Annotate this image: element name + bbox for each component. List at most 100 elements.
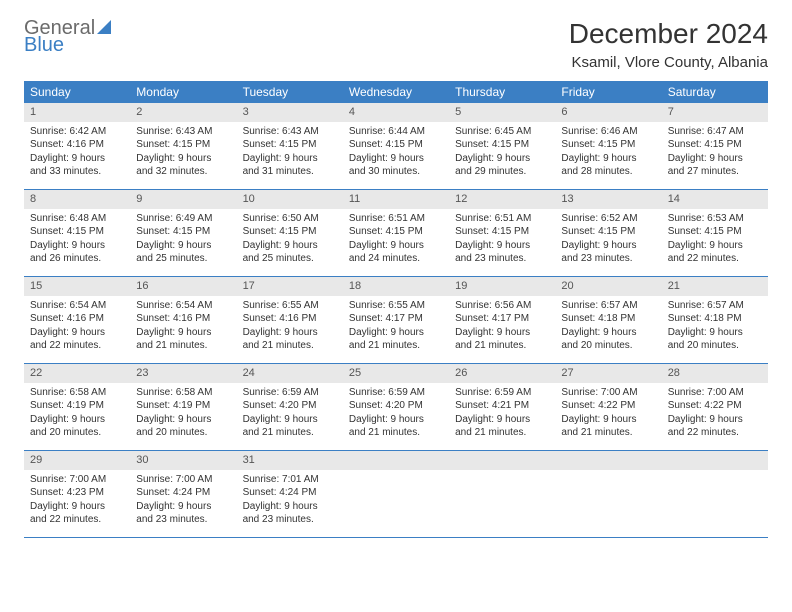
sunrise-text: Sunrise: 6:50 AM xyxy=(243,212,337,226)
day-cell xyxy=(449,451,555,537)
day-header: Friday xyxy=(555,81,661,103)
day-number: 12 xyxy=(449,190,555,209)
day-body: Sunrise: 6:47 AMSunset: 4:15 PMDaylight:… xyxy=(662,122,768,185)
day-body xyxy=(343,470,449,530)
day-body: Sunrise: 6:44 AMSunset: 4:15 PMDaylight:… xyxy=(343,122,449,185)
day-cell: 12Sunrise: 6:51 AMSunset: 4:15 PMDayligh… xyxy=(449,190,555,276)
daylight-text: Daylight: 9 hours and 22 minutes. xyxy=(668,413,762,440)
day-cell: 21Sunrise: 6:57 AMSunset: 4:18 PMDayligh… xyxy=(662,277,768,363)
day-cell: 16Sunrise: 6:54 AMSunset: 4:16 PMDayligh… xyxy=(130,277,236,363)
day-cell: 10Sunrise: 6:50 AMSunset: 4:15 PMDayligh… xyxy=(237,190,343,276)
day-body: Sunrise: 6:51 AMSunset: 4:15 PMDaylight:… xyxy=(343,209,449,272)
daylight-text: Daylight: 9 hours and 21 minutes. xyxy=(455,413,549,440)
day-cell: 30Sunrise: 7:00 AMSunset: 4:24 PMDayligh… xyxy=(130,451,236,537)
sunset-text: Sunset: 4:15 PM xyxy=(561,138,655,152)
header: General Blue December 2024 Ksamil, Vlore… xyxy=(24,18,768,71)
day-body xyxy=(449,470,555,530)
day-number: 7 xyxy=(662,103,768,122)
day-number: 6 xyxy=(555,103,661,122)
daylight-text: Daylight: 9 hours and 22 minutes. xyxy=(30,500,124,527)
sunset-text: Sunset: 4:15 PM xyxy=(668,225,762,239)
daylight-text: Daylight: 9 hours and 21 minutes. xyxy=(561,413,655,440)
day-cell: 19Sunrise: 6:56 AMSunset: 4:17 PMDayligh… xyxy=(449,277,555,363)
sunrise-text: Sunrise: 6:54 AM xyxy=(136,299,230,313)
day-cell xyxy=(555,451,661,537)
daylight-text: Daylight: 9 hours and 20 minutes. xyxy=(668,326,762,353)
day-number xyxy=(555,451,661,470)
week-row: 15Sunrise: 6:54 AMSunset: 4:16 PMDayligh… xyxy=(24,277,768,364)
day-body: Sunrise: 6:59 AMSunset: 4:20 PMDaylight:… xyxy=(237,383,343,446)
sunset-text: Sunset: 4:19 PM xyxy=(136,399,230,413)
sunset-text: Sunset: 4:15 PM xyxy=(349,225,443,239)
sunset-text: Sunset: 4:15 PM xyxy=(243,138,337,152)
day-number xyxy=(343,451,449,470)
sunset-text: Sunset: 4:19 PM xyxy=(30,399,124,413)
day-cell: 11Sunrise: 6:51 AMSunset: 4:15 PMDayligh… xyxy=(343,190,449,276)
sunrise-text: Sunrise: 7:00 AM xyxy=(561,386,655,400)
sunset-text: Sunset: 4:16 PM xyxy=(30,138,124,152)
sunrise-text: Sunrise: 6:56 AM xyxy=(455,299,549,313)
day-body: Sunrise: 6:57 AMSunset: 4:18 PMDaylight:… xyxy=(662,296,768,359)
day-header: Sunday xyxy=(24,81,130,103)
month-title: December 2024 xyxy=(569,18,768,50)
day-number: 14 xyxy=(662,190,768,209)
day-cell: 1Sunrise: 6:42 AMSunset: 4:16 PMDaylight… xyxy=(24,103,130,189)
sunrise-text: Sunrise: 6:57 AM xyxy=(668,299,762,313)
day-cell: 28Sunrise: 7:00 AMSunset: 4:22 PMDayligh… xyxy=(662,364,768,450)
day-body: Sunrise: 6:43 AMSunset: 4:15 PMDaylight:… xyxy=(237,122,343,185)
day-cell: 9Sunrise: 6:49 AMSunset: 4:15 PMDaylight… xyxy=(130,190,236,276)
sunset-text: Sunset: 4:15 PM xyxy=(455,138,549,152)
day-body: Sunrise: 6:54 AMSunset: 4:16 PMDaylight:… xyxy=(130,296,236,359)
sunrise-text: Sunrise: 6:49 AM xyxy=(136,212,230,226)
day-body: Sunrise: 6:58 AMSunset: 4:19 PMDaylight:… xyxy=(24,383,130,446)
day-cell: 15Sunrise: 6:54 AMSunset: 4:16 PMDayligh… xyxy=(24,277,130,363)
sunrise-text: Sunrise: 7:01 AM xyxy=(243,473,337,487)
sunset-text: Sunset: 4:24 PM xyxy=(136,486,230,500)
daylight-text: Daylight: 9 hours and 23 minutes. xyxy=(561,239,655,266)
sunset-text: Sunset: 4:18 PM xyxy=(561,312,655,326)
sunrise-text: Sunrise: 6:53 AM xyxy=(668,212,762,226)
daylight-text: Daylight: 9 hours and 29 minutes. xyxy=(455,152,549,179)
daylight-text: Daylight: 9 hours and 31 minutes. xyxy=(243,152,337,179)
sunrise-text: Sunrise: 6:55 AM xyxy=(349,299,443,313)
day-number: 10 xyxy=(237,190,343,209)
sunrise-text: Sunrise: 6:43 AM xyxy=(136,125,230,139)
day-cell: 31Sunrise: 7:01 AMSunset: 4:24 PMDayligh… xyxy=(237,451,343,537)
sunrise-text: Sunrise: 6:57 AM xyxy=(561,299,655,313)
day-cell: 23Sunrise: 6:58 AMSunset: 4:19 PMDayligh… xyxy=(130,364,236,450)
day-body: Sunrise: 6:55 AMSunset: 4:17 PMDaylight:… xyxy=(343,296,449,359)
day-cell: 18Sunrise: 6:55 AMSunset: 4:17 PMDayligh… xyxy=(343,277,449,363)
day-number: 15 xyxy=(24,277,130,296)
day-body: Sunrise: 6:43 AMSunset: 4:15 PMDaylight:… xyxy=(130,122,236,185)
sunrise-text: Sunrise: 6:54 AM xyxy=(30,299,124,313)
day-body: Sunrise: 6:48 AMSunset: 4:15 PMDaylight:… xyxy=(24,209,130,272)
day-body: Sunrise: 7:00 AMSunset: 4:23 PMDaylight:… xyxy=(24,470,130,533)
daylight-text: Daylight: 9 hours and 23 minutes. xyxy=(243,500,337,527)
day-cell: 22Sunrise: 6:58 AMSunset: 4:19 PMDayligh… xyxy=(24,364,130,450)
daylight-text: Daylight: 9 hours and 22 minutes. xyxy=(668,239,762,266)
sunset-text: Sunset: 4:15 PM xyxy=(243,225,337,239)
sunrise-text: Sunrise: 7:00 AM xyxy=(136,473,230,487)
day-number xyxy=(662,451,768,470)
sunrise-text: Sunrise: 6:46 AM xyxy=(561,125,655,139)
day-cell: 24Sunrise: 6:59 AMSunset: 4:20 PMDayligh… xyxy=(237,364,343,450)
sunrise-text: Sunrise: 7:00 AM xyxy=(30,473,124,487)
day-cell: 25Sunrise: 6:59 AMSunset: 4:20 PMDayligh… xyxy=(343,364,449,450)
daylight-text: Daylight: 9 hours and 21 minutes. xyxy=(455,326,549,353)
sunrise-text: Sunrise: 6:59 AM xyxy=(349,386,443,400)
daylight-text: Daylight: 9 hours and 21 minutes. xyxy=(243,326,337,353)
day-body: Sunrise: 6:53 AMSunset: 4:15 PMDaylight:… xyxy=(662,209,768,272)
day-number: 27 xyxy=(555,364,661,383)
day-cell xyxy=(662,451,768,537)
day-cell: 29Sunrise: 7:00 AMSunset: 4:23 PMDayligh… xyxy=(24,451,130,537)
day-body: Sunrise: 6:54 AMSunset: 4:16 PMDaylight:… xyxy=(24,296,130,359)
day-body: Sunrise: 7:00 AMSunset: 4:22 PMDaylight:… xyxy=(555,383,661,446)
sunset-text: Sunset: 4:24 PM xyxy=(243,486,337,500)
logo: General Blue xyxy=(24,18,115,56)
daylight-text: Daylight: 9 hours and 23 minutes. xyxy=(136,500,230,527)
daylight-text: Daylight: 9 hours and 21 minutes. xyxy=(349,413,443,440)
day-header: Wednesday xyxy=(343,81,449,103)
day-body: Sunrise: 7:01 AMSunset: 4:24 PMDaylight:… xyxy=(237,470,343,533)
day-body: Sunrise: 6:58 AMSunset: 4:19 PMDaylight:… xyxy=(130,383,236,446)
day-number: 4 xyxy=(343,103,449,122)
